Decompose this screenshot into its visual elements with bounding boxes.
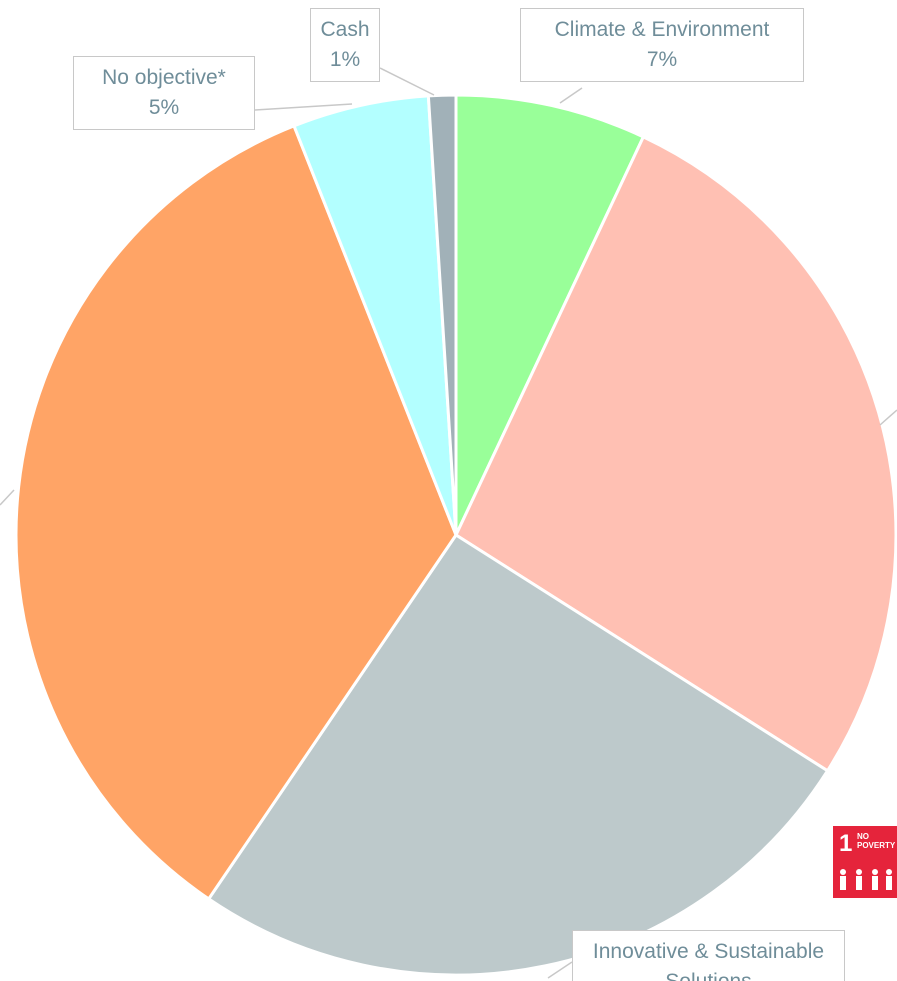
data-label: No objective* 5% xyxy=(73,56,255,130)
pie-slice xyxy=(426,93,458,536)
sdg-badge: 1 NO POVERTY xyxy=(833,826,897,898)
label-category: Cash xyxy=(320,18,370,41)
leader-line xyxy=(879,409,897,426)
badge-number: 1 xyxy=(839,830,853,857)
badge-text: NO POVERTY xyxy=(857,832,896,850)
label-value: 1% xyxy=(329,48,361,71)
leader-line xyxy=(547,961,573,979)
data-label: Cash 1% xyxy=(310,8,380,82)
leader-line xyxy=(0,489,15,506)
label-value: 7% xyxy=(646,48,678,71)
leader-line xyxy=(379,67,435,96)
label-value: 5% xyxy=(148,96,180,119)
label-category: Innovative & Sustainable Solutions xyxy=(592,940,825,981)
pie-slice xyxy=(14,123,458,902)
label-category: No objective* xyxy=(102,66,226,89)
pie-slice xyxy=(206,532,830,977)
data-label: Innovative & Sustainable Solutions xyxy=(572,930,845,981)
leader-line xyxy=(254,103,353,111)
leader-line xyxy=(559,87,583,104)
label-category: Climate & Environment xyxy=(554,18,770,41)
pie-slice xyxy=(454,134,897,773)
pie-slice xyxy=(454,93,646,536)
data-label: Climate & Environment 7% xyxy=(520,8,804,82)
badge-icon xyxy=(840,869,892,890)
